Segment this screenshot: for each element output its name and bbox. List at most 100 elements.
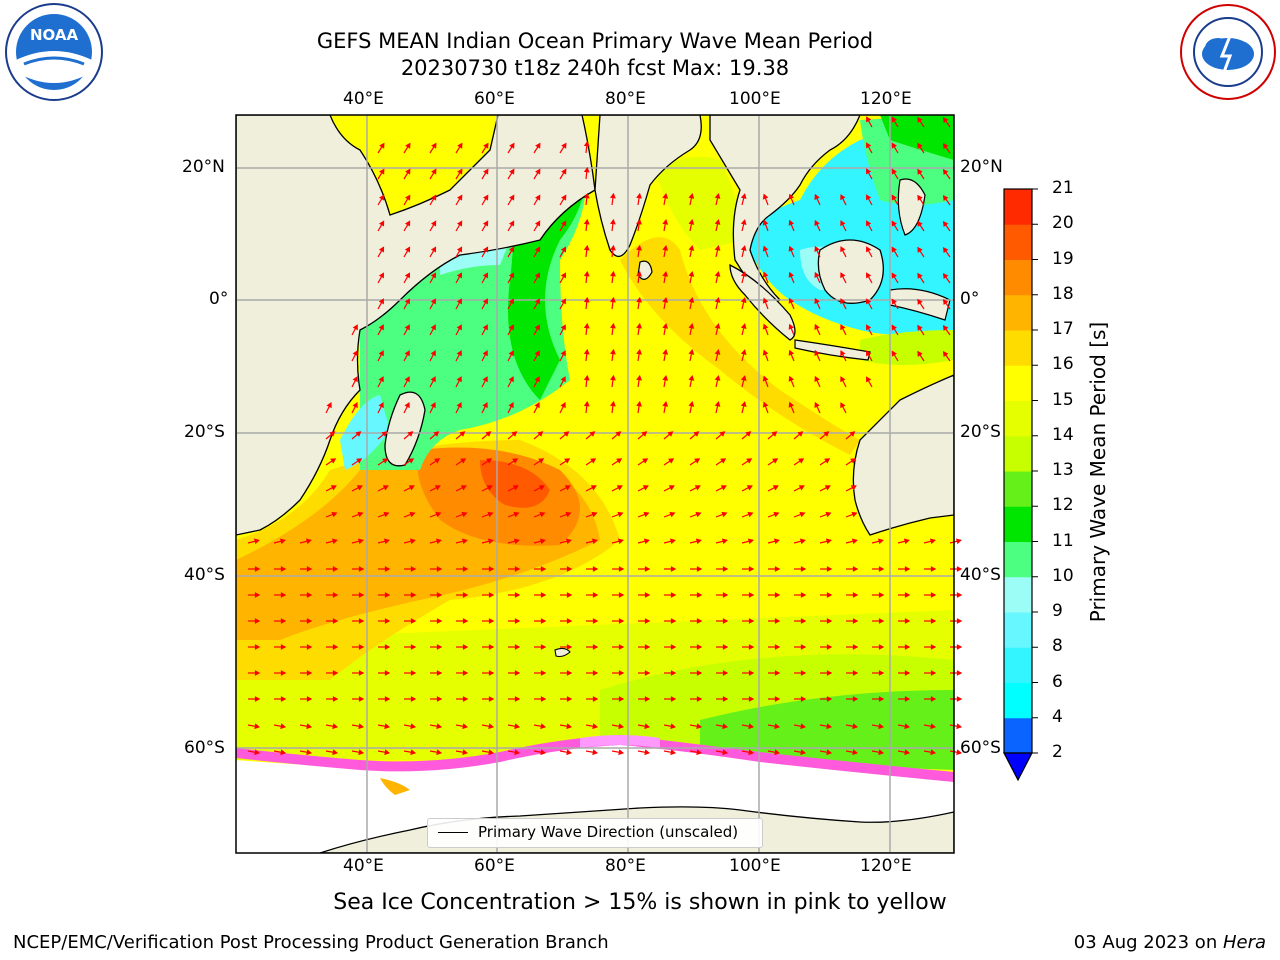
direction-arrow-head — [644, 723, 651, 730]
graticule — [236, 115, 954, 853]
lat-tick-left-40s: 40°S — [184, 565, 225, 585]
direction-arrow-head — [773, 511, 780, 518]
direction-arrow-head — [560, 272, 567, 279]
direction-arrow-head — [592, 696, 599, 702]
direction-arrow-head — [662, 296, 669, 303]
direction-arrow-head — [381, 431, 388, 437]
direction-arrow-head — [435, 538, 442, 545]
direction-arrow-head — [430, 220, 437, 227]
direction-arrow-head — [636, 348, 642, 355]
direction-arrow-head — [814, 401, 820, 408]
direction-arrow-head — [814, 193, 820, 200]
direction-arrow-head — [866, 220, 872, 227]
lon-tick-top-80e: 80°E — [605, 89, 646, 109]
direction-arrow-head — [852, 592, 859, 598]
direction-arrow-head — [514, 670, 521, 676]
direction-arrow-head — [644, 566, 651, 572]
direction-arrow-head — [814, 271, 820, 278]
direction-arrow-head — [891, 116, 897, 123]
direction-arrow-head — [457, 168, 463, 175]
direction-arrow-head — [774, 644, 781, 650]
direction-arrow-head — [904, 670, 911, 676]
direction-arrow-head — [930, 723, 937, 730]
direction-arrow-head — [487, 538, 494, 545]
direction-arrow-head — [456, 376, 462, 383]
direction-arrow-head — [917, 246, 923, 253]
direction-arrow-head — [535, 194, 541, 201]
direction-arrow-head — [488, 566, 495, 572]
direction-arrow-head — [332, 592, 339, 598]
direction-arrow-head — [917, 272, 923, 279]
direction-arrow-head — [722, 696, 729, 702]
colorbar-tick-label: 20 — [1052, 213, 1074, 234]
direction-arrow-head — [662, 348, 669, 355]
footer-left: NCEP/EMC/Verification Post Processing Pr… — [13, 932, 609, 953]
direction-arrow-head — [617, 538, 624, 545]
direction-arrow-head — [583, 348, 590, 355]
colorbar-band — [1004, 365, 1032, 401]
direction-arrow-head — [488, 592, 495, 598]
direction-arrow-head — [670, 566, 677, 572]
direction-arrow-head — [382, 485, 389, 491]
direction-arrow-head — [508, 350, 514, 357]
direction-arrow-head — [748, 618, 755, 624]
direction-arrow-head — [866, 246, 872, 253]
colorbar-band — [1004, 576, 1032, 613]
direction-arrow-head — [636, 270, 642, 277]
direction-arrow-head — [378, 350, 384, 357]
direction-arrow-head — [378, 220, 385, 227]
direction-arrow-head — [774, 592, 781, 598]
colorbar-band — [1004, 435, 1032, 472]
direction-arrow-head — [592, 566, 599, 572]
direction-arrow-head — [798, 485, 805, 491]
direction-arrow-head — [457, 142, 463, 149]
colorbar-tick-label: 11 — [1052, 530, 1074, 551]
lon-tick-top-40e: 40°E — [343, 89, 384, 109]
colorbar-band — [1004, 682, 1032, 719]
direction-arrow-head — [589, 431, 596, 437]
direction-arrow-head — [254, 592, 261, 598]
direction-arrow-head — [917, 324, 923, 331]
direction-arrow-head — [514, 644, 521, 650]
direction-arrow-head — [410, 723, 417, 730]
direction-arrow-head — [456, 246, 463, 253]
direction-arrow-head — [891, 324, 897, 331]
direction-arrow-head — [814, 349, 820, 356]
direction-arrow-head — [714, 375, 721, 381]
direction-arrow-head — [891, 350, 897, 357]
direction-arrow-head — [482, 376, 488, 383]
direction-arrow-head — [618, 592, 625, 598]
direction-arrow-head — [462, 749, 469, 756]
direction-arrow-head — [332, 723, 339, 730]
direction-arrow-head — [748, 644, 755, 650]
direction-arrow-head — [254, 696, 261, 702]
direction-arrow-head — [590, 458, 597, 464]
direction-arrow-head — [866, 168, 872, 175]
direction-arrow-head — [565, 538, 572, 545]
direction-arrow-head — [942, 272, 949, 280]
direction-arrow-head — [560, 350, 566, 357]
direction-arrow-head — [384, 566, 391, 572]
direction-arrow-head — [379, 142, 385, 149]
direction-arrow-head — [930, 592, 937, 598]
direction-arrow-head — [670, 749, 677, 756]
direction-arrow-head — [331, 538, 338, 545]
direction-arrow-head — [740, 401, 747, 408]
direction-arrow-head — [917, 350, 923, 357]
lat-tick-right-60s: 60°S — [960, 738, 1001, 758]
direction-arrow-head — [891, 220, 897, 227]
direction-arrow-head — [748, 749, 755, 756]
direction-arrow-head — [436, 566, 443, 572]
direction-arrow-head — [566, 749, 573, 756]
direction-arrow-head — [618, 749, 625, 756]
direction-arrow-head — [482, 272, 489, 279]
direction-arrow-head — [695, 538, 702, 545]
direction-arrow-head — [434, 458, 441, 464]
direction-arrow-head — [460, 458, 467, 464]
direction-arrow-head — [762, 401, 769, 408]
direction-arrow-head — [306, 670, 313, 676]
direction-arrow-head — [592, 618, 599, 624]
direction-arrow-head — [592, 670, 599, 676]
direction-arrow-head — [904, 749, 911, 756]
